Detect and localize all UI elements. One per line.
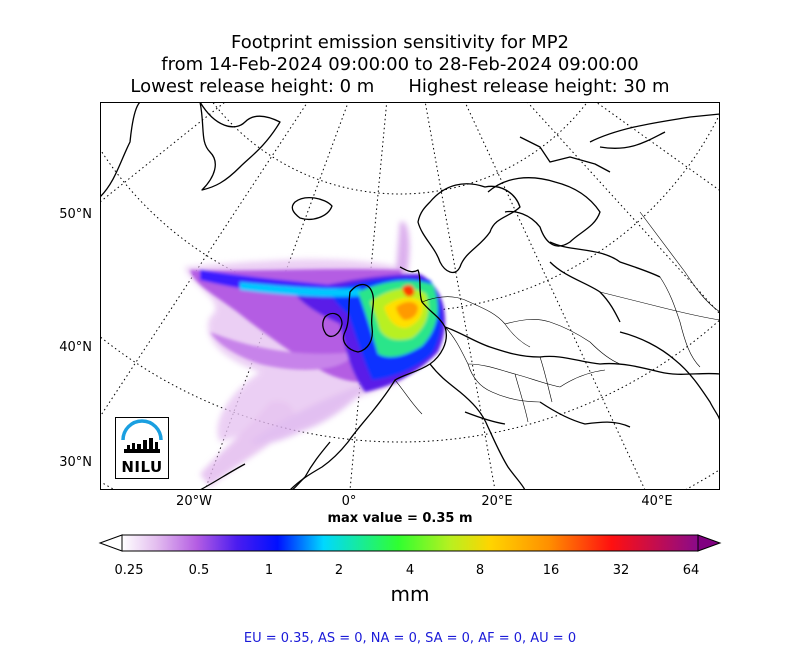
- highest-release-height: Highest release height: 30 m: [408, 76, 670, 97]
- max-value-label: max value = 0.35 m: [327, 511, 473, 526]
- colorbar-tick: 16: [542, 563, 560, 578]
- lon-label-20e: 20°E: [481, 494, 513, 509]
- lat-label-40n: 40°N: [59, 340, 92, 355]
- lon-label-40e: 40°E: [641, 494, 673, 509]
- colorbar-unit: mm: [390, 582, 430, 606]
- footprint-map: [100, 102, 720, 490]
- colorbar-tick: 32: [612, 563, 630, 578]
- lat-label-50n: 50°N: [59, 207, 92, 222]
- nilu-logo-text: NILU: [121, 458, 163, 476]
- region-summary: EU = 0.35, AS = 0, NA = 0, SA = 0, AF = …: [243, 631, 577, 646]
- nilu-logo: NILU: [115, 417, 169, 479]
- colorbar-tick: 4: [405, 563, 415, 578]
- lat-label-30n: 30°N: [59, 455, 92, 470]
- colorbar-tick: 2: [334, 563, 344, 578]
- colorbar-tick: 1: [264, 563, 274, 578]
- country-borders: [394, 211, 720, 423]
- colorbar-tick: 0.25: [114, 563, 144, 578]
- colorbar-upper-extension: [697, 534, 722, 552]
- chart-title: Footprint emission sensitivity for MP2: [230, 32, 569, 53]
- lowest-release-height: Lowest release height: 0 m: [130, 76, 375, 97]
- colorbar-tick: 8: [475, 563, 485, 578]
- coastlines: [100, 102, 720, 490]
- colorbar-tick: 0.5: [188, 563, 210, 578]
- colorbar-lower-extension: [98, 534, 123, 552]
- map-frame: [100, 102, 720, 490]
- colorbar: [98, 534, 722, 552]
- colorbar-gradient: [121, 534, 699, 552]
- release-heights: Lowest release height: 0 m Highest releas…: [0, 76, 800, 97]
- colorbar-tick: 64: [682, 563, 700, 578]
- lon-label-20w: 20°W: [176, 494, 212, 509]
- footprint-plume: [185, 221, 446, 487]
- lon-label-0: 0°: [341, 494, 357, 509]
- time-range: from 14-Feb-2024 09:00:00 to 28-Feb-2024…: [161, 54, 639, 75]
- nilu-logo-icon: [121, 419, 163, 453]
